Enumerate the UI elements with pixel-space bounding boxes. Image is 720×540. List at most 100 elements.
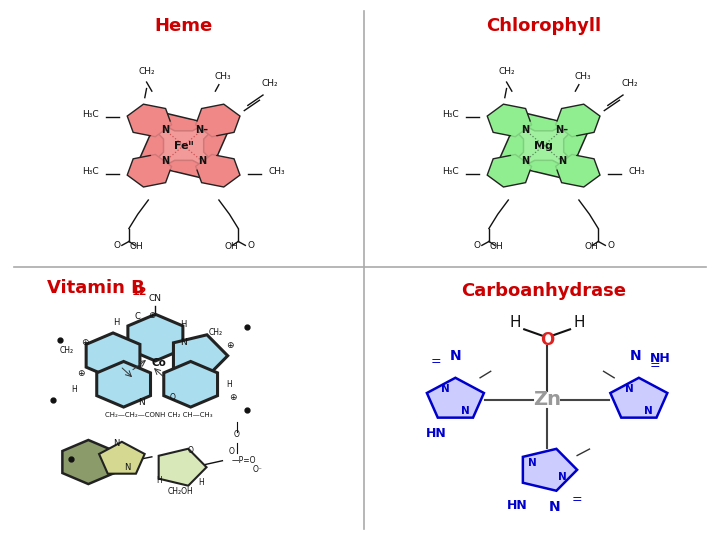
Text: O: O (113, 241, 120, 250)
Text: CH₂: CH₂ (208, 328, 222, 337)
Circle shape (508, 120, 579, 172)
Text: H₃C: H₃C (442, 167, 459, 176)
Polygon shape (487, 154, 531, 187)
Text: OH: OH (225, 242, 238, 251)
Polygon shape (556, 104, 600, 137)
Polygon shape (160, 160, 212, 180)
Text: N: N (198, 156, 206, 166)
Polygon shape (174, 335, 228, 377)
Text: Carboanhydrase: Carboanhydrase (461, 282, 626, 300)
Text: CH₃: CH₃ (574, 72, 590, 82)
Text: O: O (473, 241, 480, 250)
Text: —P=O: —P=O (231, 456, 256, 465)
Text: N: N (124, 463, 130, 472)
Text: CH₃: CH₃ (214, 72, 230, 82)
Text: N: N (629, 349, 641, 363)
Polygon shape (127, 154, 171, 187)
Text: HN: HN (426, 427, 446, 441)
Polygon shape (427, 378, 484, 417)
Text: N: N (138, 398, 145, 407)
Text: CN: CN (149, 294, 162, 303)
Polygon shape (196, 154, 240, 187)
Text: N: N (449, 349, 462, 363)
Text: O: O (228, 447, 234, 456)
Text: O: O (170, 393, 176, 402)
Text: N: N (625, 384, 634, 394)
Polygon shape (96, 361, 150, 407)
Text: 12: 12 (132, 287, 148, 297)
Text: OH: OH (489, 242, 503, 251)
Text: H: H (113, 318, 120, 327)
Polygon shape (196, 104, 240, 137)
Text: O: O (247, 241, 254, 250)
Polygon shape (496, 129, 523, 167)
Polygon shape (163, 361, 217, 407)
Text: O: O (188, 446, 194, 455)
Text: NH: NH (649, 352, 670, 365)
Text: O⁻: O⁻ (253, 465, 263, 475)
Text: N: N (180, 339, 187, 347)
Text: ⊕: ⊕ (78, 369, 85, 379)
Circle shape (148, 120, 219, 172)
Text: Zn: Zn (533, 390, 561, 409)
Text: H₃C: H₃C (82, 110, 99, 119)
Text: =: = (431, 355, 441, 368)
Text: H₃C: H₃C (442, 110, 459, 119)
Text: O: O (540, 331, 554, 349)
Text: N: N (521, 156, 529, 166)
Text: N: N (461, 406, 469, 416)
Text: C: C (135, 313, 140, 321)
Polygon shape (136, 129, 163, 167)
Polygon shape (523, 449, 577, 491)
Text: N: N (558, 156, 566, 166)
Text: N: N (161, 125, 169, 135)
Text: CH₃: CH₃ (269, 167, 285, 176)
Text: H: H (227, 380, 233, 389)
Polygon shape (127, 104, 171, 137)
Polygon shape (204, 124, 231, 163)
Text: N: N (549, 500, 560, 514)
Text: H: H (181, 320, 186, 329)
Polygon shape (155, 111, 207, 131)
Text: Chlorophyll: Chlorophyll (486, 17, 601, 35)
Text: ⊕: ⊕ (81, 339, 89, 347)
Text: Co: Co (151, 358, 166, 368)
Text: ⊕: ⊕ (148, 311, 156, 320)
Text: Feᴵᴵ: Feᴵᴵ (174, 140, 194, 151)
Text: H: H (199, 478, 204, 488)
Polygon shape (564, 124, 591, 163)
Text: N: N (557, 472, 567, 482)
Polygon shape (515, 111, 567, 131)
Text: CH₂: CH₂ (138, 68, 155, 76)
Text: =: = (572, 494, 582, 507)
Text: O: O (607, 241, 614, 250)
Text: OH: OH (585, 242, 598, 251)
Text: H: H (573, 315, 585, 330)
Text: ⊕: ⊕ (225, 341, 233, 350)
Text: CH₂: CH₂ (498, 68, 515, 76)
Text: CH₃: CH₃ (629, 167, 645, 176)
Polygon shape (128, 314, 183, 361)
Text: H: H (71, 385, 77, 394)
Polygon shape (520, 160, 572, 180)
Text: Heme: Heme (155, 17, 212, 35)
Polygon shape (99, 442, 145, 474)
Text: Vitamin B: Vitamin B (47, 279, 144, 298)
Text: OH: OH (129, 242, 143, 251)
Text: H: H (156, 476, 162, 485)
Text: N–: N– (195, 125, 209, 135)
Text: CH₂: CH₂ (60, 346, 74, 355)
Text: CH₂: CH₂ (622, 79, 639, 88)
Text: CH₂OH: CH₂OH (167, 488, 193, 496)
Text: N: N (441, 384, 450, 394)
Text: N: N (528, 457, 536, 468)
Text: ⊕: ⊕ (229, 393, 237, 402)
Text: =: = (649, 359, 660, 372)
Text: Mg: Mg (534, 140, 553, 151)
Text: CH₂: CH₂ (262, 79, 279, 88)
Polygon shape (611, 378, 667, 417)
Polygon shape (63, 440, 114, 484)
Text: O: O (233, 430, 240, 440)
Text: HN: HN (507, 498, 528, 512)
Polygon shape (556, 154, 600, 187)
